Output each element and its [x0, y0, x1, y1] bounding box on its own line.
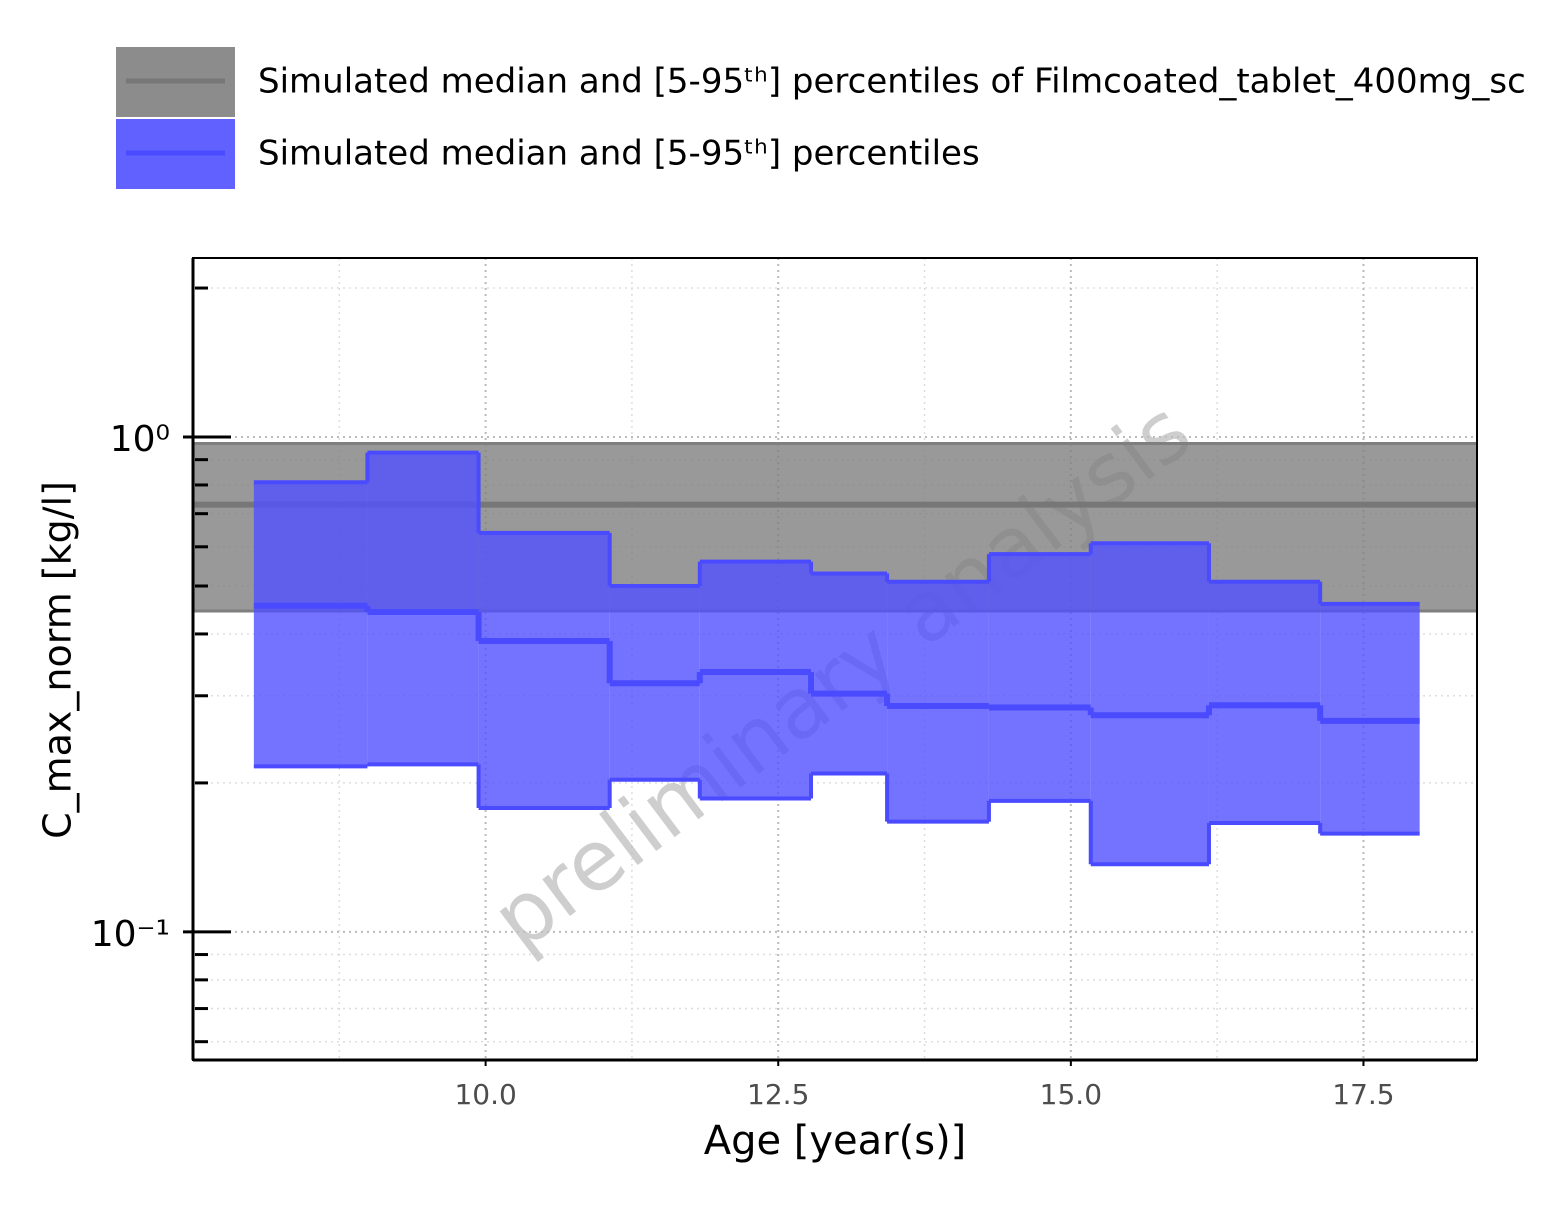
band-bin [887, 581, 989, 822]
x-axis-title: Age [year(s)] [704, 1118, 967, 1164]
x-tick-label: 12.5 [747, 1078, 809, 1111]
y-axis-title: C_max_norm [kg/l] [36, 481, 80, 839]
y-tick-label: 10⁻¹ [91, 914, 170, 955]
band-bin [988, 554, 1091, 801]
band-bin [367, 452, 479, 765]
band-bin [811, 573, 888, 774]
band-bin [699, 561, 812, 799]
legend-label: Simulated median and [5-95ᵗʰ] percentile… [258, 62, 1526, 102]
x-tick-label: 17.5 [1332, 1078, 1394, 1111]
x-tick-label: 10.0 [454, 1078, 516, 1111]
legend-label: Simulated median and [5-95ᵗʰ] percentile… [258, 134, 980, 174]
y-tick-label: 10⁰ [110, 419, 170, 460]
band-bin [1090, 543, 1209, 865]
band-bin [253, 482, 368, 767]
x-tick-label: 15.0 [1040, 1078, 1102, 1111]
band-bin [478, 532, 610, 808]
